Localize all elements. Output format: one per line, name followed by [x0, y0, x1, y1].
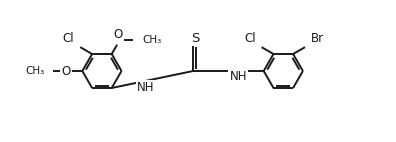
Text: CH₃: CH₃ [142, 35, 161, 45]
Text: S: S [191, 32, 199, 45]
Text: O: O [114, 28, 123, 41]
Text: NH: NH [137, 81, 154, 94]
Text: O: O [61, 64, 70, 78]
Text: Cl: Cl [244, 32, 256, 45]
Text: Br: Br [311, 32, 324, 45]
Text: CH₃: CH₃ [25, 66, 45, 76]
Text: NH: NH [230, 70, 247, 83]
Text: Cl: Cl [63, 32, 74, 45]
